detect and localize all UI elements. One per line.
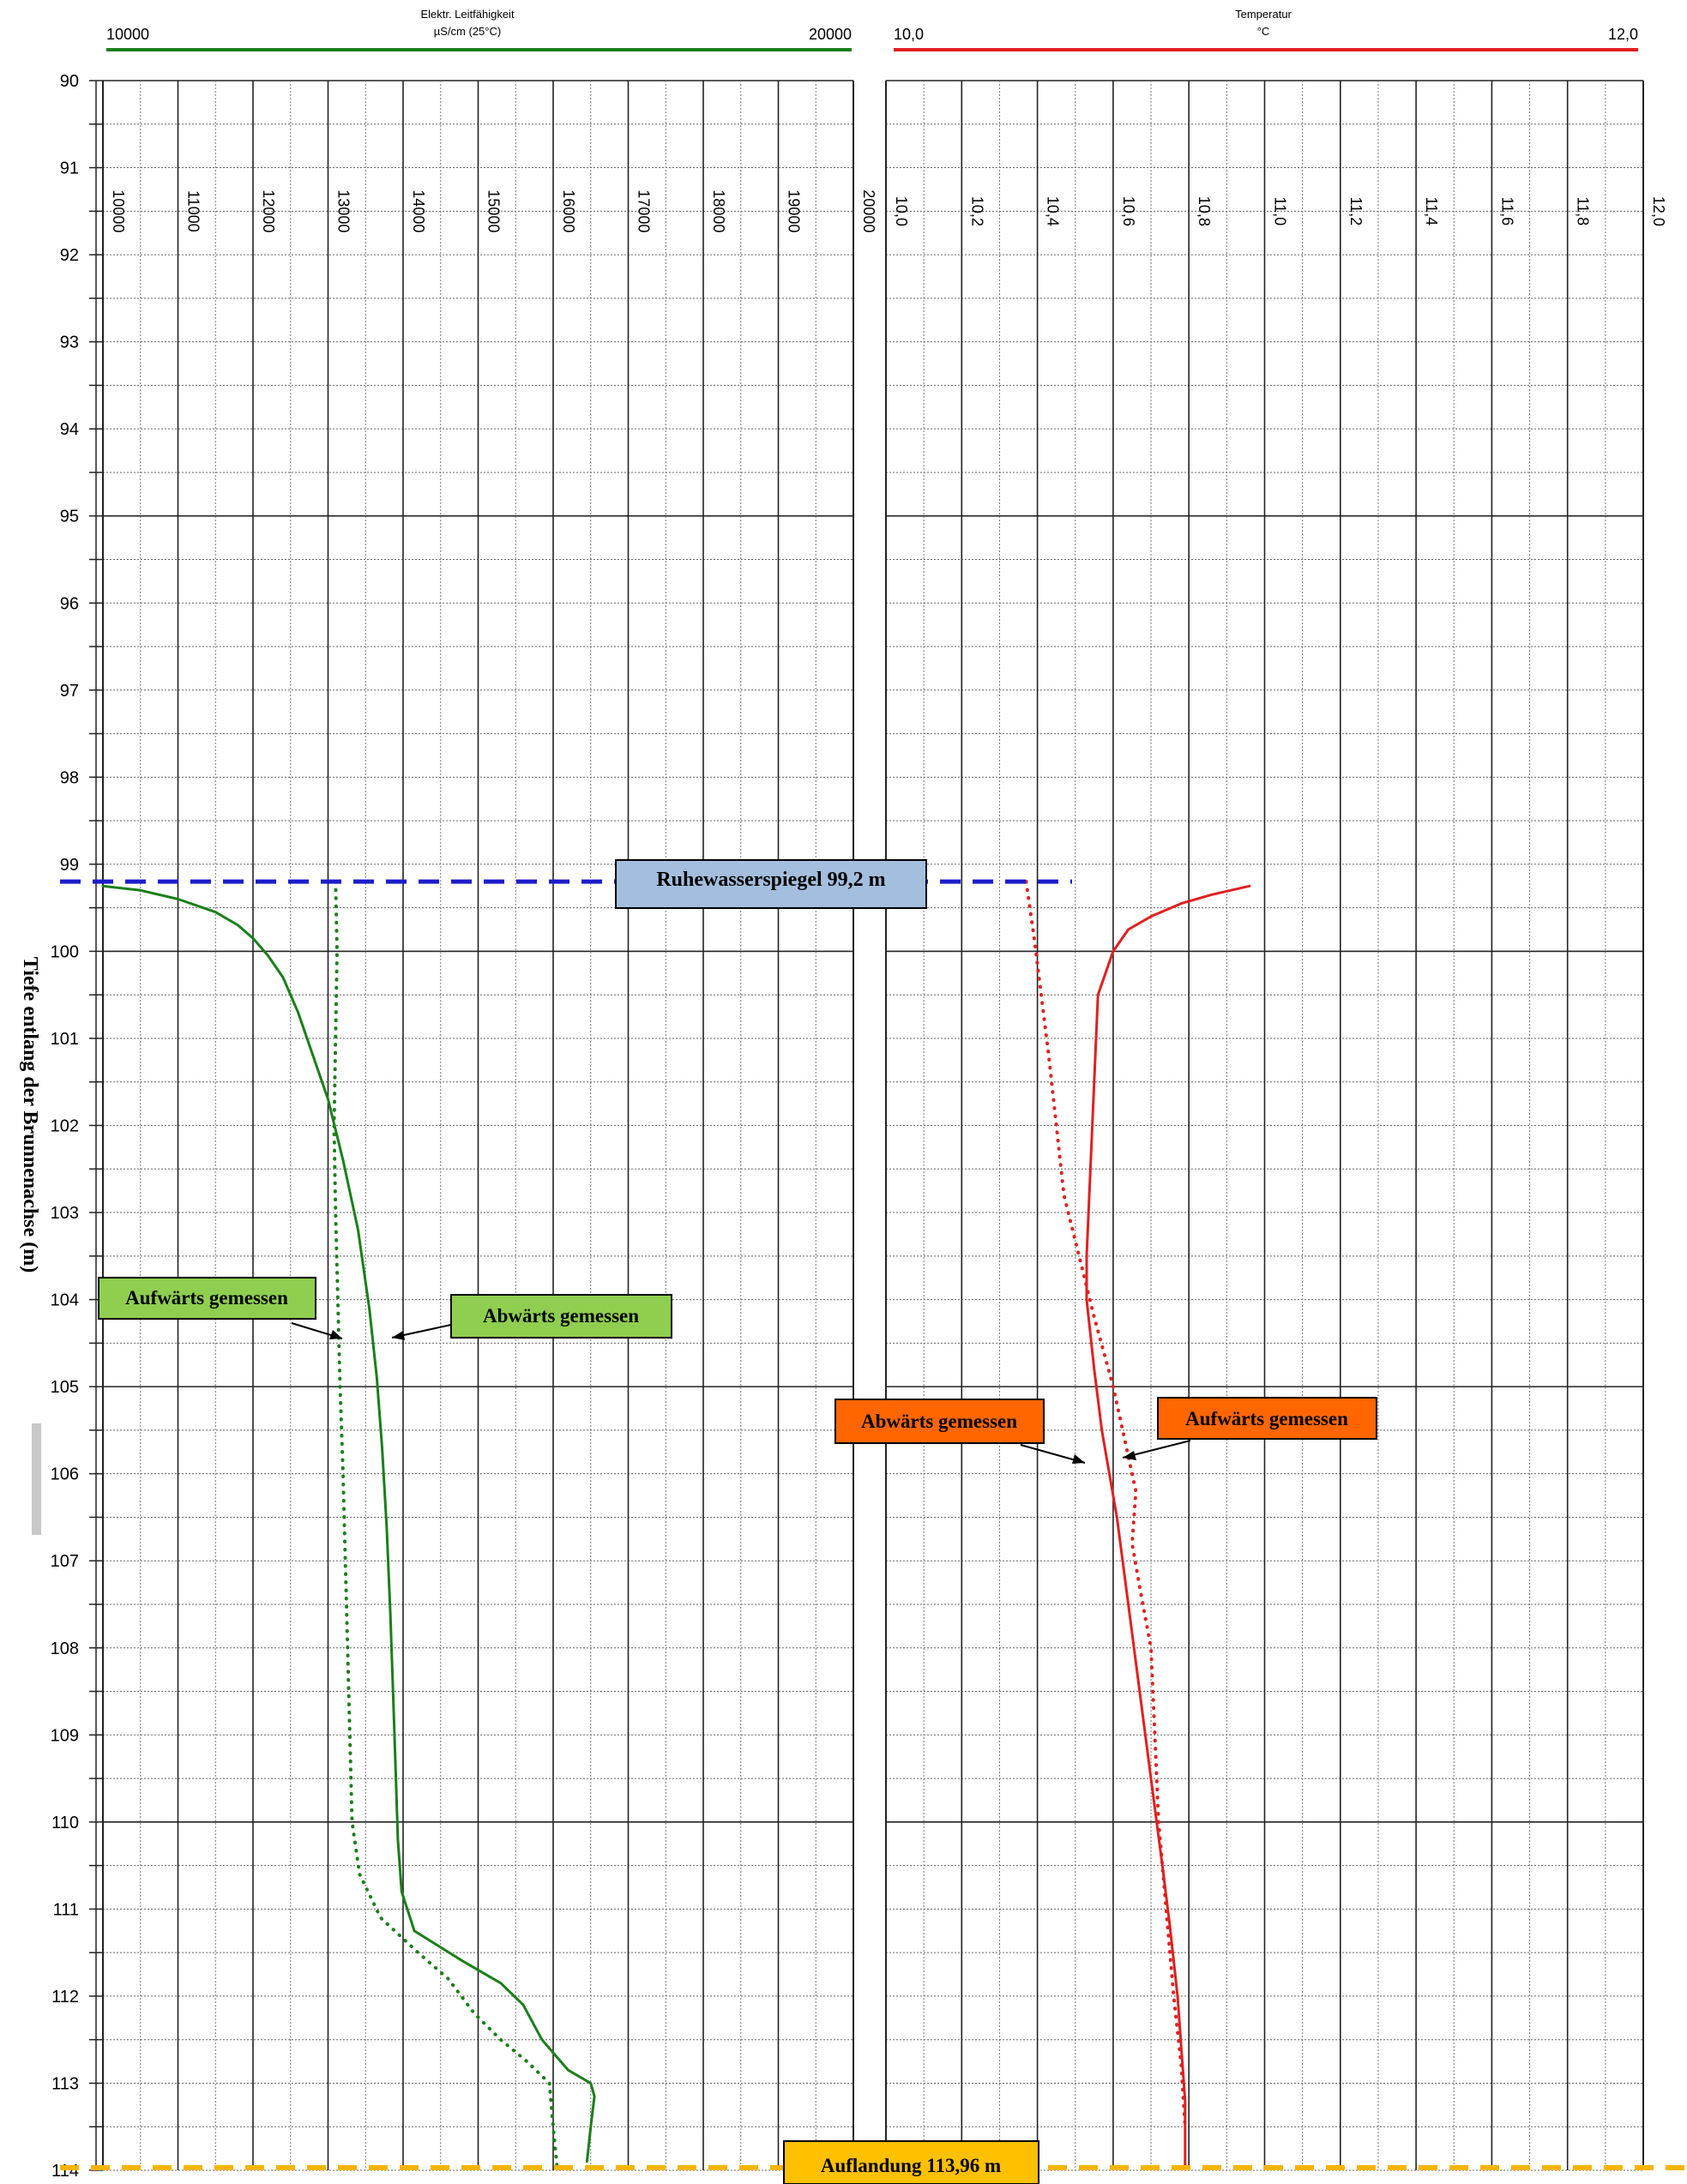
x-tick-label-conductivity: 19000 (786, 190, 803, 232)
temperature-header: Temperatur °C 10,0 12,0 (894, 8, 1638, 51)
conductivity-header-unit: µS/cm (25°C) (434, 25, 501, 38)
x-tick-label-conductivity: 16000 (560, 190, 577, 232)
annotation-cond-down-text: Abwärts gemessen (483, 1305, 639, 1327)
y-tick-label: 99 (60, 856, 79, 875)
x-tick-label-temperature: 10,2 (968, 196, 985, 226)
temperature-header-unit: °C (1257, 25, 1270, 38)
x-tick-label-temperature: 12,0 (1650, 196, 1667, 226)
y-tick-label: 105 (51, 1378, 79, 1397)
annotation-cond-down-box (450, 1294, 672, 1339)
temperature-header-title: Temperatur (1235, 8, 1292, 21)
y-tick-label: 96 (60, 594, 79, 613)
sedimentation-level: Auflandung 113,96 m (60, 2140, 1687, 2184)
annotation-temp-down: Abwärts gemessen (834, 1399, 1086, 1464)
conductivity-header-max: 20000 (809, 26, 852, 43)
y-tick-label: 95 (60, 508, 79, 526)
temperature-series-solid (1085, 884, 1251, 2168)
y-tick-label: 108 (51, 1640, 79, 1658)
x-tick-label-temperature: 10,4 (1045, 196, 1062, 226)
y-tick-label: 109 (51, 1726, 79, 1745)
conductivity-header-title: Elektr. Leitfähigkeit (420, 8, 515, 21)
y-tick-label: 101 (51, 1030, 79, 1049)
y-tick-label: 98 (60, 768, 79, 787)
x-tick-label-conductivity: 17000 (636, 190, 653, 232)
x-tick-label-temperature: 10,8 (1196, 196, 1213, 226)
y-tick-label: 112 (51, 1988, 79, 2007)
temperature-series-dotted (1024, 880, 1187, 2129)
y-tick-label: 103 (51, 1204, 79, 1223)
y-tick-label: 107 (51, 1552, 79, 1571)
y-tick-label: 106 (51, 1465, 79, 1484)
annotation-temp-up-arrowhead (1123, 1451, 1136, 1460)
y-tick-label: 110 (51, 1814, 79, 1832)
y-tick-label: 114 (51, 2162, 79, 2181)
x-tick-label-conductivity: 14000 (410, 190, 427, 232)
annotation-temp-down-box (834, 1399, 1045, 1444)
y-axis-label: Tiefe entlang der Brunnenachse (m) (19, 957, 41, 1272)
annotation-cond-down-arrowhead (392, 1331, 405, 1340)
annotation-cond-up: Aufwärts gemessen (98, 1277, 343, 1339)
scroll-indicator (32, 1423, 41, 1535)
y-tick-label: 104 (51, 1291, 79, 1310)
sedimentation-level-label: Auflandung 113,96 m (821, 2155, 1001, 2176)
x-tick-label-temperature: 11,0 (1272, 196, 1289, 226)
x-tick-label-conductivity: 10000 (110, 190, 127, 232)
annotation-temp-up-box (1157, 1397, 1377, 1440)
x-tick-label-temperature: 11,6 (1498, 196, 1515, 226)
static-water-level-label: Ruhewasserspiegel 99,2 m (656, 869, 885, 891)
temperature-header-max: 12,0 (1608, 26, 1638, 43)
annotation-temp-down-text: Abwärts gemessen (861, 1411, 1017, 1432)
y-tick-label: 94 (60, 420, 79, 439)
x-tick-label-temperature: 11,4 (1423, 196, 1440, 226)
series-layer (101, 880, 1251, 2168)
y-tick-label: 97 (60, 682, 79, 701)
annotation-cond-up-box (98, 1277, 316, 1320)
rotated-x-ticks: 10000 11000 12000 13000 14000 15000 16000 17000… (110, 190, 1667, 232)
static-water-level: Ruhewasserspiegel 99,2 m (60, 859, 1072, 909)
x-tick-label-conductivity: 13000 (335, 190, 352, 232)
x-tick-label-temperature: 10,0 (893, 196, 910, 226)
x-tick-label-conductivity: 15000 (485, 190, 503, 232)
x-tick-label-temperature: 10,6 (1120, 196, 1137, 226)
annotation-cond-up-text: Aufwärts gemessen (125, 1287, 288, 1309)
static-water-level-label-box (615, 859, 927, 909)
y-tick-label: 113 (51, 2074, 79, 2093)
annotation-cond-down: Abwärts gemessen (391, 1294, 672, 1340)
conductivity-series-dotted (332, 880, 559, 2168)
y-tick-label: 100 (51, 942, 79, 961)
x-tick-label-temperature: 11,2 (1347, 196, 1365, 226)
y-tick-label: 92 (60, 246, 79, 265)
annotation-temp-down-arrowhead (1072, 1454, 1085, 1464)
y-tick-label: 102 (51, 1117, 79, 1136)
x-tick-label-conductivity: 18000 (710, 190, 727, 232)
temperature-header-min: 10,0 (894, 26, 924, 43)
conductivity-header: Elektr. Leitfähigkeit µS/cm (25°C) 10000… (106, 8, 852, 51)
annotation-temp-up-text: Aufwärts gemessen (1185, 1408, 1348, 1429)
x-tick-label-temperature: 11,8 (1575, 196, 1592, 226)
sedimentation-level-label-box (783, 2140, 1039, 2184)
y-tick-label: 111 (53, 1900, 79, 1919)
y-tick-label: 93 (60, 334, 79, 352)
x-tick-label-conductivity: 20000 (860, 190, 877, 232)
x-tick-label-conductivity: 12000 (260, 190, 277, 232)
y-tick-label: 91 (60, 159, 79, 178)
y-axis-ticks: 90 91 92 93 94 95 96 97 98 99 100 101 102 103 104 105 10… (51, 72, 103, 2181)
y-tick-label: 90 (60, 72, 79, 91)
conductivity-header-min: 10000 (106, 26, 149, 43)
annotation-cond-up-arrowhead (329, 1330, 342, 1339)
annotation-temp-up: Aufwärts gemessen (1122, 1397, 1377, 1460)
x-tick-label-conductivity: 11000 (185, 190, 202, 232)
conductivity-series-solid (101, 884, 596, 2163)
